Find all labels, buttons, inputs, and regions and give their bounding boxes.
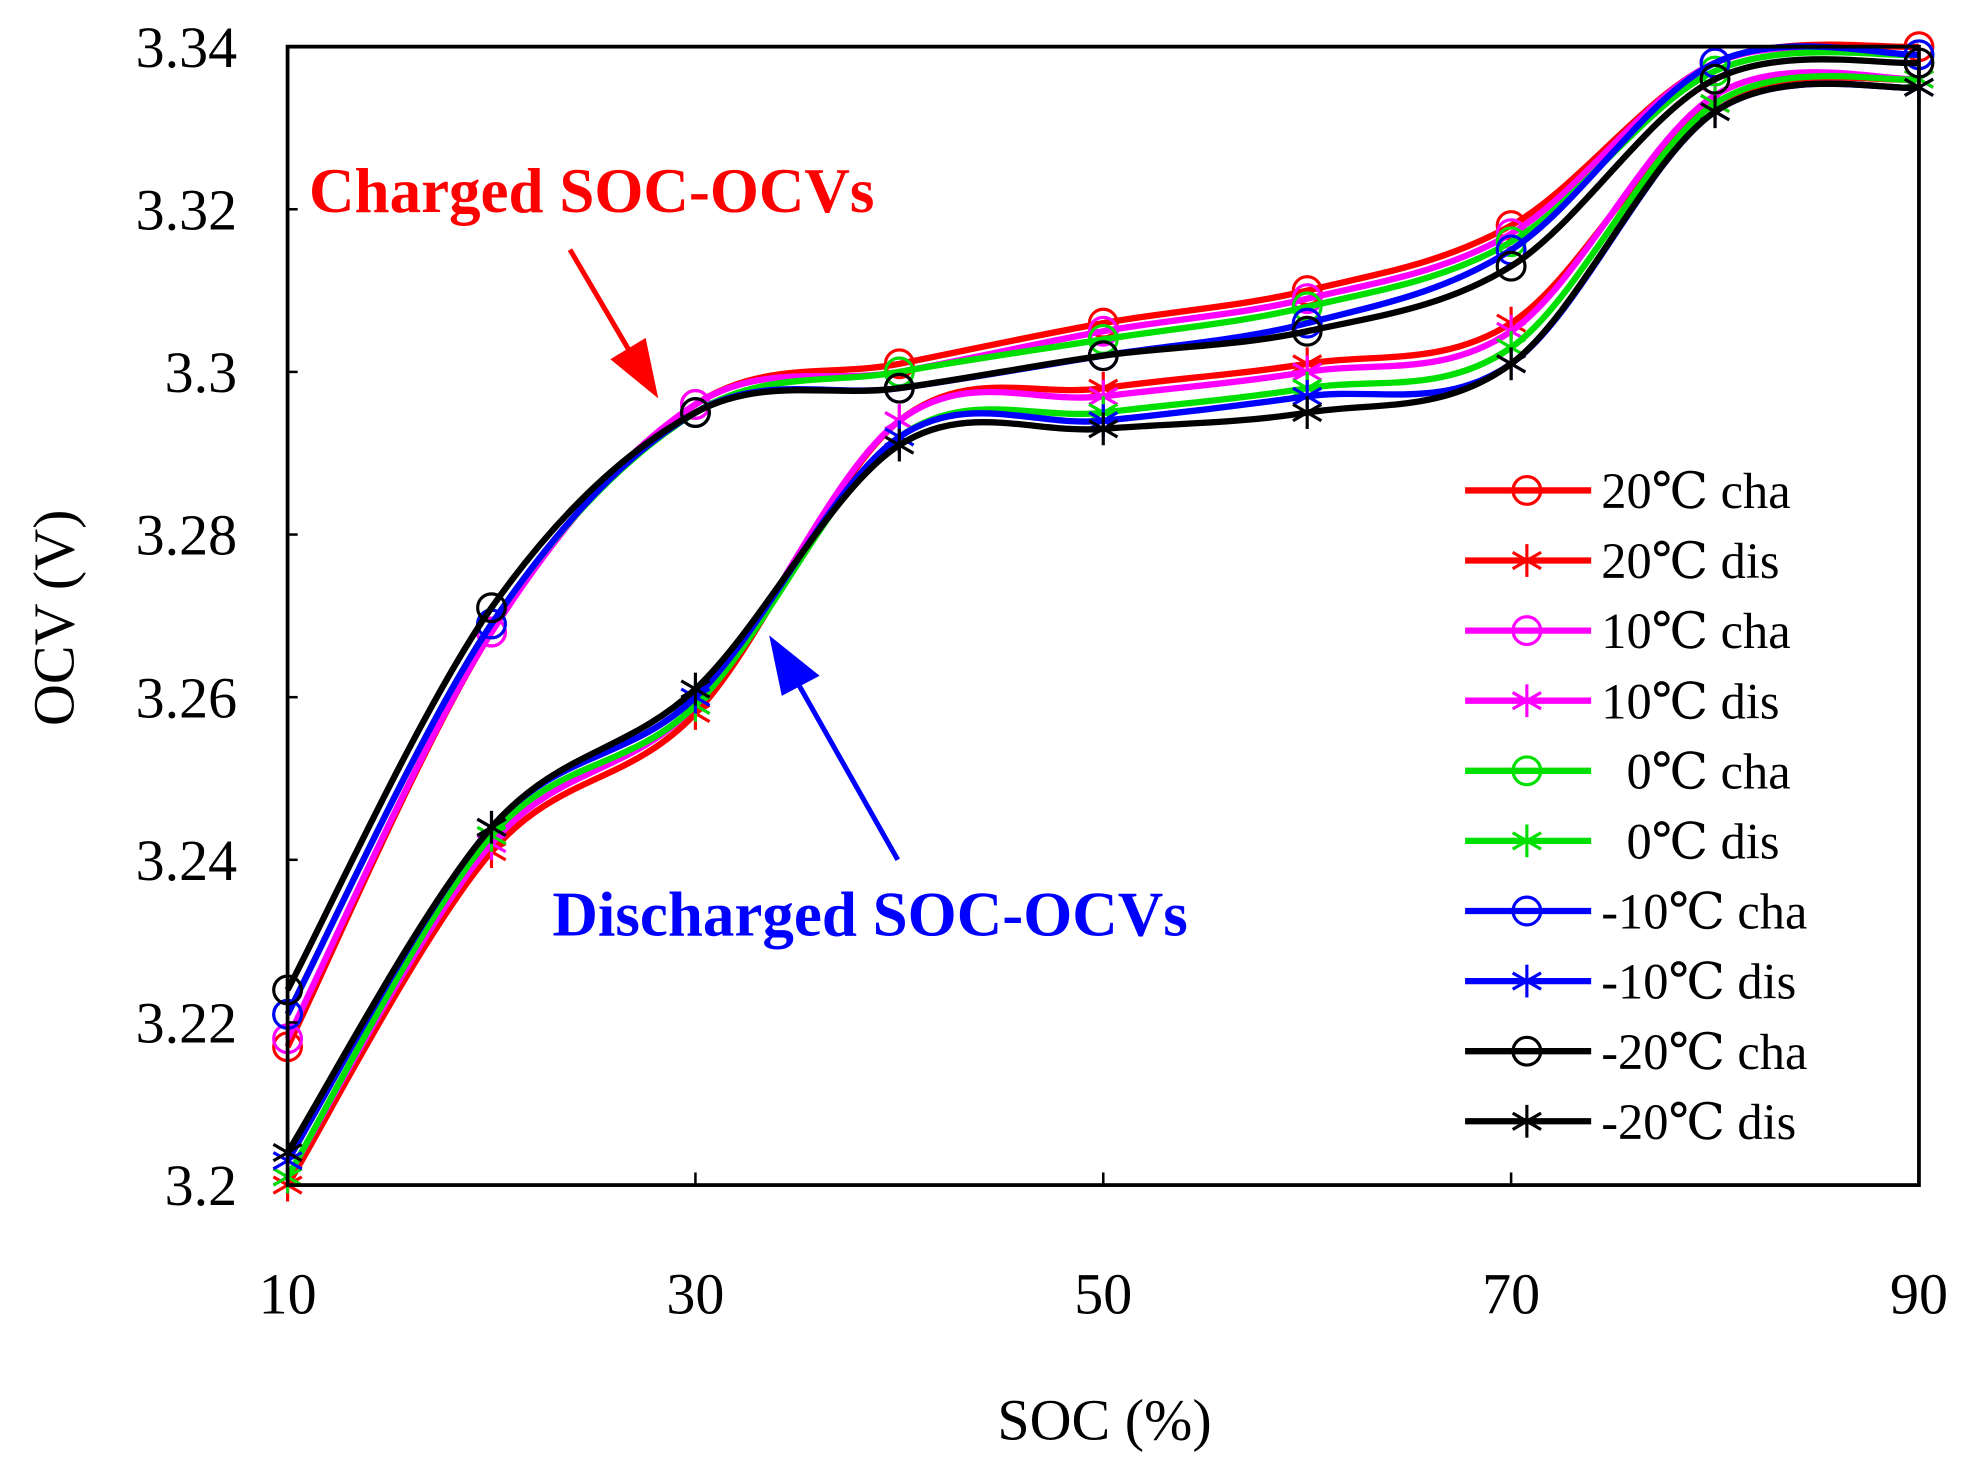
legend-marker xyxy=(1511,964,1542,998)
legend: 20℃ cha 20℃ dis 10℃ cha 10℃ dis 0℃ cha 0℃ d… xyxy=(1465,463,1807,1150)
legend-marker xyxy=(1511,615,1543,647)
legend-marker xyxy=(1511,474,1543,506)
legend-marker xyxy=(1511,544,1542,577)
x-axis-label: SOC (%) xyxy=(997,1388,1211,1453)
legend-label: -10℃ dis xyxy=(1601,954,1796,1010)
legend-label: -10℃ cha xyxy=(1601,884,1807,940)
data-point xyxy=(1496,347,1527,381)
data-point xyxy=(883,372,915,404)
data-point xyxy=(883,348,915,380)
legend-marker xyxy=(1511,1104,1542,1138)
data-point xyxy=(1291,307,1323,339)
legend-label: 20℃ cha xyxy=(1601,463,1790,519)
series-line xyxy=(284,44,1920,1041)
annotation-discharged: Discharged SOC-OCVs xyxy=(552,879,1187,949)
data-point xyxy=(1291,283,1323,315)
legend-marker xyxy=(1511,755,1543,787)
data-point xyxy=(1088,412,1119,446)
y-tick-label: 3.24 xyxy=(136,828,237,893)
data-point xyxy=(476,592,507,624)
legend-marker xyxy=(1511,1035,1543,1067)
series-9 xyxy=(272,70,1934,1169)
x-tick-label: 70 xyxy=(1482,1262,1540,1327)
legend-item: 10℃ dis xyxy=(1465,673,1779,729)
arrow-discharged xyxy=(769,635,900,862)
y-tick-label: 3.3 xyxy=(165,340,237,405)
data-point xyxy=(1087,315,1119,347)
legend-item: -20℃ cha xyxy=(1465,1024,1807,1080)
annotation-charged: Charged SOC-OCVs xyxy=(309,156,874,226)
legend-label: 20℃ dis xyxy=(1601,533,1779,589)
data-point xyxy=(680,672,711,706)
series-line xyxy=(284,56,1920,992)
y-tick-label: 3.22 xyxy=(136,991,237,1056)
legend-label: -20℃ cha xyxy=(1601,1024,1807,1080)
data-point xyxy=(1087,340,1119,372)
legend-item: 20℃ dis xyxy=(1465,533,1779,589)
y-tick-label: 3.34 xyxy=(136,15,237,80)
legend-marker xyxy=(1511,684,1542,718)
legend-label: 10℃ cha xyxy=(1601,603,1790,659)
data-point xyxy=(1699,63,1731,95)
data-point xyxy=(476,810,507,844)
x-tick-label: 90 xyxy=(1890,1262,1948,1327)
data-point xyxy=(1700,95,1731,129)
legend-label: 10℃ dis xyxy=(1601,673,1779,729)
legend-item: 0℃ dis xyxy=(1465,814,1779,870)
legend-marker xyxy=(1511,824,1542,858)
legend-item: -10℃ cha xyxy=(1465,884,1807,940)
ticks-layer: 3.2 3.22 3.24 3.26 3.28 3.3 3.32 3.34 10 30 50 70 90 xyxy=(136,15,1948,1327)
arrow-charged xyxy=(567,248,659,399)
legend-label: -20℃ dis xyxy=(1601,1094,1796,1150)
y-tick-label: 3.26 xyxy=(136,665,237,730)
legend-marker xyxy=(1511,895,1543,927)
data-point xyxy=(884,428,915,462)
y-tick-label: 3.28 xyxy=(136,503,237,568)
data-point xyxy=(1495,250,1527,282)
data-point xyxy=(679,397,711,429)
series-line xyxy=(284,73,1920,1179)
data-point xyxy=(1291,315,1323,347)
x-tick-label: 50 xyxy=(1074,1262,1132,1327)
legend-label: 0℃ dis xyxy=(1601,814,1779,870)
legend-item: -20℃ dis xyxy=(1465,1094,1796,1150)
legend-item: 0℃ cha xyxy=(1465,743,1791,799)
x-tick-label: 10 xyxy=(259,1262,317,1327)
data-point xyxy=(1292,396,1323,429)
legend-item: 10℃ cha xyxy=(1465,603,1791,659)
series-line xyxy=(284,69,1920,1179)
legend-item: -10℃ dis xyxy=(1465,954,1796,1010)
legend-label: 0℃ cha xyxy=(1601,743,1790,799)
series-line xyxy=(284,80,1920,1155)
y-tick-label: 3.32 xyxy=(136,177,237,242)
legend-item: 20℃ cha xyxy=(1465,463,1791,519)
y-tick-label: 3.2 xyxy=(165,1153,237,1218)
y-axis-label: OCV (V) xyxy=(21,510,86,726)
series-8 xyxy=(272,47,1935,1006)
x-tick-label: 30 xyxy=(666,1262,724,1327)
